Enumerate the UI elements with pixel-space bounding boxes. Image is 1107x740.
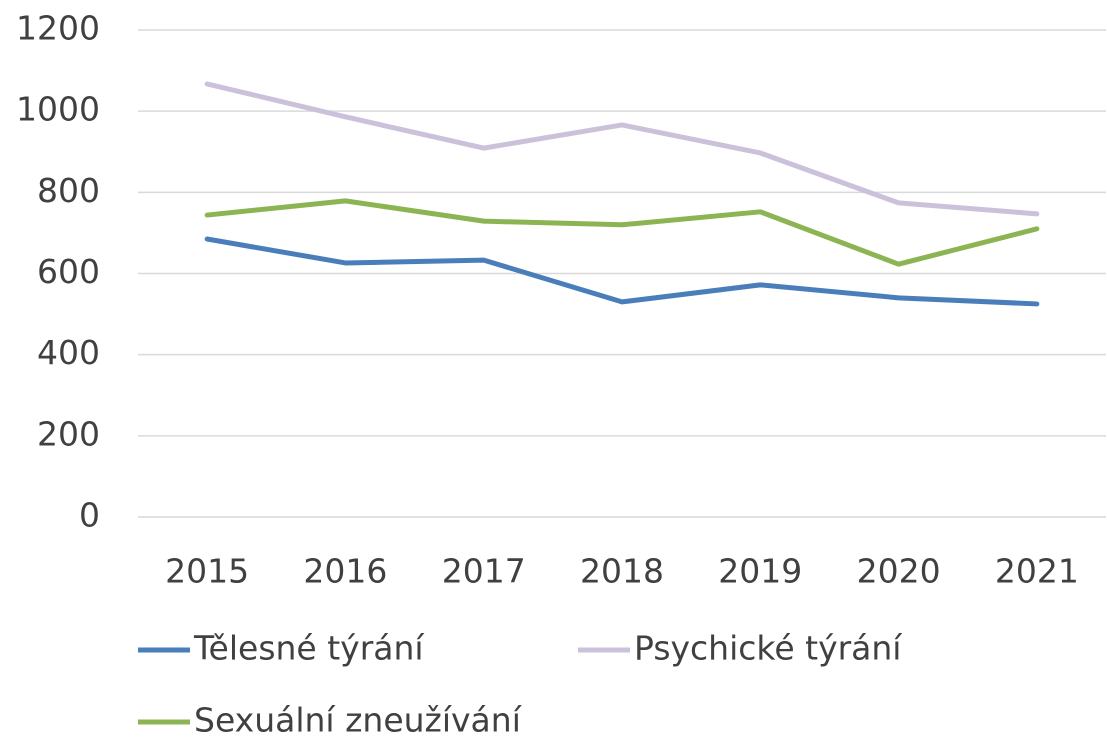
y-tick-label: 0 — [79, 496, 100, 535]
series-line — [204, 198, 1040, 267]
x-tick-label: 2021 — [995, 552, 1079, 591]
x-tick-label: 2018 — [580, 552, 664, 591]
y-tick-label: 1000 — [16, 90, 100, 129]
y-tick-label: 200 — [37, 414, 100, 453]
y-tick-label: 600 — [37, 252, 100, 291]
x-tick-label: 2019 — [718, 552, 802, 591]
legend-label: Sexuální zneužívání — [194, 701, 523, 740]
y-tick-label: 1200 — [16, 9, 100, 48]
legend-label: Psychické týrání — [634, 629, 903, 668]
x-tick-label: 2016 — [303, 552, 387, 591]
x-tick-label: 2017 — [442, 552, 526, 591]
y-tick-label: 400 — [37, 333, 100, 372]
y-tick-label: 800 — [37, 171, 100, 210]
series-line — [204, 81, 1040, 217]
x-tick-label: 2020 — [857, 552, 941, 591]
x-tick-label: 2015 — [165, 552, 249, 591]
series-line — [204, 236, 1040, 307]
legend-label: Tělesné týrání — [193, 629, 425, 668]
